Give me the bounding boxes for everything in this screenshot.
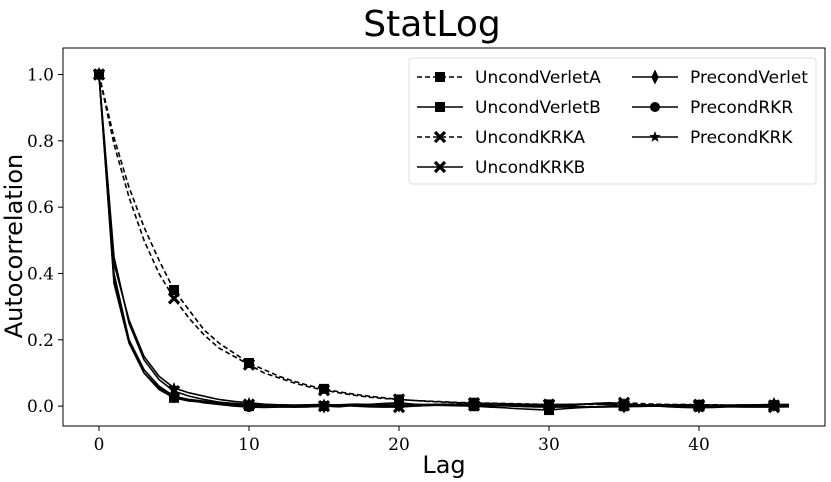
y-axis-label: Autocorrelation: [0, 154, 28, 339]
x-tick-label: 30: [538, 435, 560, 455]
series-line: [98, 74, 789, 406]
legend-marker: [433, 160, 447, 174]
legend-entry: PrecondVerlet: [632, 68, 808, 88]
x-tick-label: 40: [688, 435, 710, 455]
legend-entry: UncondKRKB: [417, 158, 585, 178]
legend-marker: [435, 102, 445, 112]
series-line: [98, 74, 790, 409]
legend-entry: PrecondRKR: [632, 98, 793, 118]
x-tick-label: 0: [94, 435, 105, 455]
legend-label: UncondVerletB: [475, 98, 601, 118]
plot-frame: [62, 47, 826, 427]
legend-marker: [649, 131, 661, 142]
series-precondkrk: [93, 68, 790, 413]
data-point: [317, 384, 331, 397]
series-layer: [92, 67, 790, 416]
legend-entry: PrecondKRK: [632, 128, 793, 148]
y-axis-ticks: 0.0 0.2 0.4 0.6 0.8 1.0: [27, 66, 63, 417]
data-point: [693, 401, 705, 413]
legend-marker: [435, 72, 445, 82]
data-point: [393, 400, 405, 412]
y-tick-label: 0.4: [27, 264, 54, 284]
data-point: [169, 285, 179, 296]
data-point: [618, 397, 630, 409]
legend-entry: UncondKRKA: [417, 128, 585, 148]
data-point: [243, 396, 255, 408]
chart-title: StatLog: [363, 4, 500, 45]
legend-label: UncondVerletA: [475, 68, 601, 88]
legend-marker: [433, 130, 447, 144]
data-point: [468, 398, 480, 410]
series-line: [98, 74, 789, 407]
data-point: [242, 358, 256, 371]
data-point: [768, 399, 780, 411]
legend-label: PrecondKRK: [690, 128, 793, 148]
y-tick-label: 1.0: [27, 66, 54, 86]
legend-frame: [408, 57, 817, 185]
legend-label: UncondKRKA: [475, 128, 585, 148]
data-point: [543, 400, 555, 412]
legend-entry: UncondVerletB: [417, 98, 601, 118]
x-tick-label: 20: [388, 435, 410, 455]
x-axis-label: Lag: [422, 451, 465, 479]
y-tick-label: 0.0: [27, 397, 54, 417]
legend-entry: UncondVerletA: [417, 68, 601, 88]
y-tick-label: 0.2: [27, 331, 54, 351]
y-tick-label: 0.8: [27, 132, 54, 152]
chart-legend: UncondVerletA UncondVerletB UncondKRKA Unco…: [408, 57, 817, 185]
data-point: [169, 391, 179, 402]
legend-marker: [650, 102, 660, 112]
data-point: [167, 292, 181, 305]
x-axis-ticks: 0 10 20 30 40: [94, 426, 710, 455]
data-point: [318, 398, 330, 410]
y-tick-label: 0.6: [27, 198, 54, 218]
plot-area: [62, 47, 826, 427]
legend-label: PrecondRKR: [690, 98, 793, 118]
data-point: [168, 381, 180, 393]
legend-label: PrecondVerlet: [690, 68, 808, 88]
x-tick-label: 10: [238, 435, 260, 455]
legend-marker: [651, 69, 659, 85]
data-point: [93, 68, 105, 80]
legend-label: UncondKRKB: [475, 158, 585, 178]
